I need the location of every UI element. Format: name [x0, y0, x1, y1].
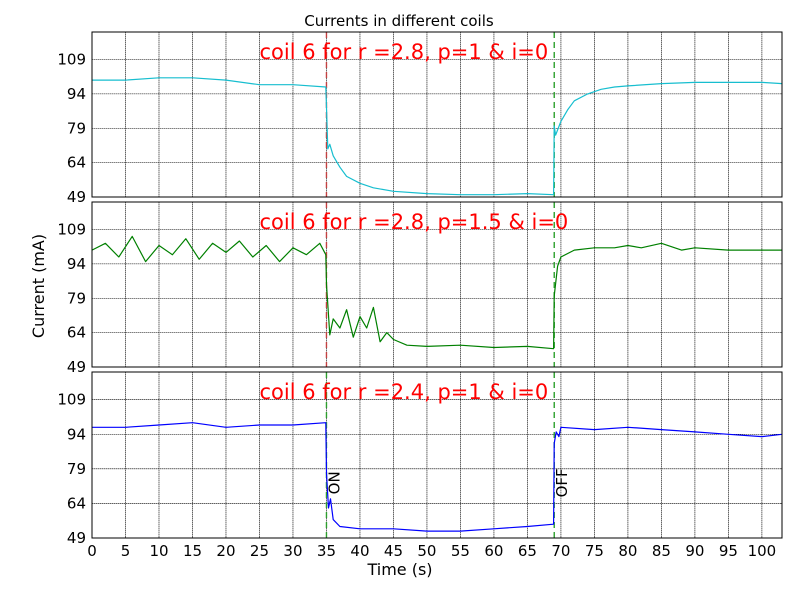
x-axis-label: Time (s) — [366, 560, 432, 579]
x-tick-label: 60 — [484, 542, 503, 560]
y-tick-label: 64 — [67, 494, 86, 512]
panel-annotation: coil 6 for r =2.8, p=1 & i=0 — [259, 40, 548, 64]
chart-title: Currents in different coils — [304, 12, 494, 30]
x-axis-ticks: 0 5 10 15 20 25 30 35 40 45 50 55 60 65 70 75 80 85 90 95 10… — [87, 542, 776, 560]
x-tick-label: 85 — [652, 542, 671, 560]
x-tick-label: 15 — [183, 542, 202, 560]
x-tick-label: 10 — [149, 542, 168, 560]
x-tick-label: 30 — [283, 542, 302, 560]
series-line-panel-3 — [92, 422, 783, 532]
panel-annotation: coil 6 for r =2.8, p=1.5 & i=0 — [259, 210, 568, 234]
y-tick-label: 49 — [67, 358, 86, 376]
y-tick-label: 109 — [57, 221, 86, 239]
y-tick-label: 109 — [57, 391, 86, 409]
y-tick-label: 49 — [67, 529, 86, 547]
panel-3: 49 64 79 94 109 coil 6 for r =2.4, p=1 & i=0 O… — [57, 371, 783, 547]
y-tick-label: 64 — [67, 154, 86, 172]
panel-1: 49 64 79 94 109 coil 6 for r =2.8, p=1 & i=0 — [57, 31, 783, 206]
y-tick-label: 79 — [67, 289, 86, 307]
series-line-panel-2 — [91, 235, 782, 350]
x-tick-label: 90 — [685, 542, 704, 560]
x-tick-label: 25 — [250, 542, 269, 560]
marker-label-off: OFF — [553, 468, 571, 497]
x-tick-label: 35 — [317, 542, 336, 560]
x-tick-label: 55 — [451, 542, 470, 560]
marker-label-on: ON — [325, 471, 343, 494]
y-tick-label: 64 — [67, 324, 86, 342]
y-tick-label: 79 — [67, 119, 86, 137]
x-tick-label: 75 — [585, 542, 604, 560]
y-tick-label: 109 — [57, 51, 86, 69]
x-tick-label: 70 — [551, 542, 570, 560]
y-tick-label: 79 — [67, 460, 86, 478]
panel-2: 49 64 79 94 109 coil 6 for r =2.8, p=1.5 & i=… — [57, 201, 783, 376]
y-tick-label: 94 — [67, 255, 86, 273]
panel-frame — [91, 31, 783, 198]
series-line-panel-1 — [92, 77, 783, 196]
x-tick-label: 50 — [417, 542, 436, 560]
x-tick-label: 20 — [216, 542, 235, 560]
y-tick-label: 94 — [67, 85, 86, 103]
x-tick-label: 45 — [384, 542, 403, 560]
panel-frame — [91, 371, 783, 539]
x-tick-label: 40 — [350, 542, 369, 560]
x-tick-label: 100 — [748, 542, 777, 560]
y-tick-label: 94 — [67, 425, 86, 443]
x-tick-label: 5 — [121, 542, 131, 560]
x-tick-label: 65 — [518, 542, 537, 560]
x-tick-label: 80 — [618, 542, 637, 560]
panel-frame — [91, 201, 783, 368]
x-tick-label: 95 — [719, 542, 738, 560]
y-tick-label: 49 — [67, 188, 86, 206]
y-axis-label: Current (mA) — [29, 234, 48, 338]
panel-annotation: coil 6 for r =2.4, p=1 & i=0 — [259, 380, 548, 404]
x-tick-label: 0 — [87, 542, 97, 560]
